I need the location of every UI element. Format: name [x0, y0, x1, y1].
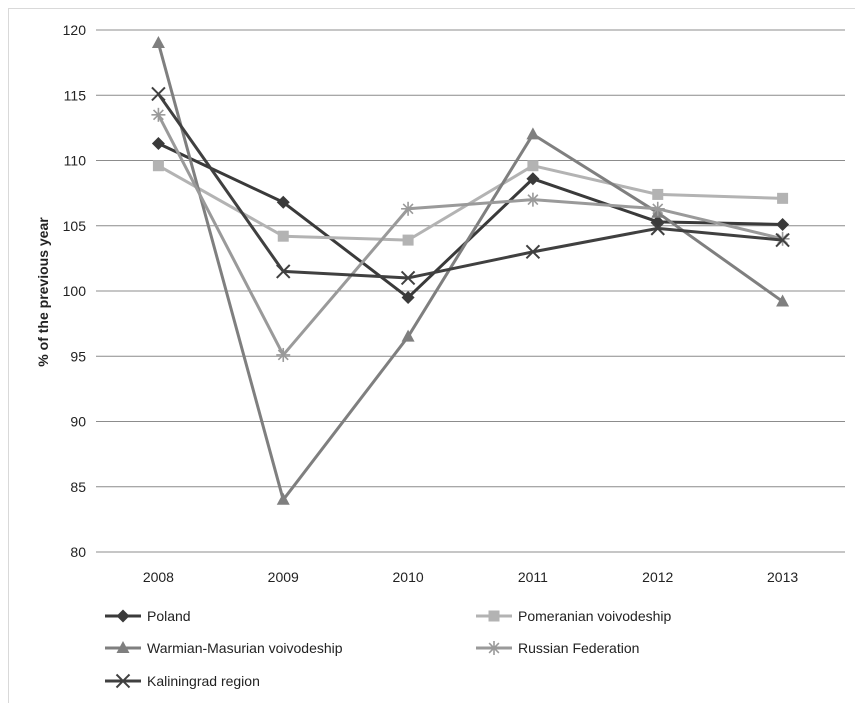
data-point — [151, 137, 165, 151]
series-warmian-masurian-voivodeship — [151, 36, 790, 505]
data-point — [526, 127, 540, 140]
data-point — [650, 221, 665, 236]
series-russian-federation — [151, 107, 790, 362]
series-line — [157, 114, 783, 357]
y-tick-label: 85 — [70, 479, 86, 495]
series-line — [157, 142, 783, 300]
data-point — [276, 264, 291, 279]
x-tick-label: 2010 — [393, 569, 424, 585]
data-point — [276, 347, 291, 362]
data-point — [151, 86, 166, 102]
data-point — [488, 610, 500, 622]
data-point — [652, 188, 664, 200]
data-point — [401, 329, 415, 342]
y-tick-label: 100 — [63, 283, 87, 299]
data-point — [526, 172, 540, 186]
data-point — [401, 201, 416, 216]
data-point-stroke — [525, 244, 541, 260]
legend-label: Russian Federation — [518, 640, 639, 656]
data-point — [115, 673, 131, 689]
legend-item: Russian Federation — [476, 640, 639, 656]
x-axis-ticks: 2008 2009 2010 2011 2012 2013 — [143, 569, 799, 585]
series-kaliningrad-region — [151, 86, 790, 286]
data-point — [401, 291, 415, 305]
data-point — [400, 270, 416, 286]
legend-item: Warmian-Masurian voivodeship — [105, 640, 343, 656]
x-tick-label: 2013 — [767, 569, 798, 585]
legend-label: Pomeranian voivodeship — [518, 608, 672, 624]
x-tick-label: 2009 — [268, 569, 299, 585]
legend-item: Kaliningrad region — [105, 673, 260, 689]
data-point-stroke — [276, 264, 291, 279]
y-axis-label: % of the previous year — [35, 217, 51, 367]
data-point-stroke — [400, 270, 416, 286]
data-point — [277, 230, 289, 242]
data-point — [116, 609, 130, 623]
data-point — [650, 201, 665, 216]
data-point — [525, 192, 540, 207]
data-point — [527, 160, 539, 172]
data-point — [116, 641, 130, 653]
gridlines — [96, 29, 845, 553]
y-tick-label: 115 — [64, 87, 87, 103]
data-point — [777, 192, 789, 204]
data-point — [151, 36, 165, 49]
legend-item: Poland — [105, 608, 191, 624]
series-line — [157, 93, 783, 280]
data-point-stroke — [775, 232, 790, 248]
y-tick-label: 110 — [64, 153, 87, 169]
y-tick-label: 80 — [70, 544, 86, 560]
data-point — [525, 244, 541, 260]
data-point — [402, 234, 414, 246]
data-point — [775, 232, 790, 248]
x-tick-label: 2008 — [143, 569, 174, 585]
data-point-stroke — [115, 673, 131, 689]
legend: Poland Pomeranian voivodeship Warmian-Masu… — [105, 608, 672, 689]
legend-item: Pomeranian voivodeship — [476, 608, 672, 624]
data-point-stroke — [650, 221, 665, 236]
y-tick-label: 120 — [63, 22, 87, 38]
legend-label: Kaliningrad region — [147, 673, 260, 689]
legend-label: Poland — [147, 608, 191, 624]
data-point — [487, 641, 501, 655]
chart-frame — [8, 8, 855, 703]
data-point — [776, 294, 790, 307]
data-point — [276, 195, 290, 209]
x-tick-label: 2011 — [518, 569, 548, 585]
y-axis-ticks: 80 85 90 95 100 105 110 115 120 — [63, 22, 87, 560]
data-point — [276, 492, 290, 505]
y-tick-label: 105 — [63, 218, 87, 234]
series-lines — [151, 36, 790, 505]
legend-label: Warmian-Masurian voivodeship — [147, 640, 343, 656]
series-line — [156, 42, 784, 502]
data-point-stroke — [151, 86, 166, 102]
data-point — [776, 217, 790, 231]
y-tick-label: 90 — [70, 414, 86, 430]
data-point — [152, 160, 164, 172]
data-point — [151, 107, 166, 122]
y-tick-label: 95 — [70, 348, 86, 364]
x-tick-label: 2012 — [642, 569, 673, 585]
